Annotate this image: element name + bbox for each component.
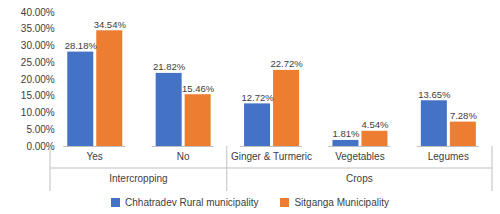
svg-text:28.18%: 28.18% xyxy=(65,40,98,51)
svg-text:13.65%: 13.65% xyxy=(418,89,451,100)
svg-text:20.00%: 20.00% xyxy=(21,74,55,85)
svg-text:4.54%: 4.54% xyxy=(361,119,388,130)
svg-text:0.00%: 0.00% xyxy=(26,141,54,152)
svg-text:40.00%: 40.00% xyxy=(21,7,55,18)
svg-text:25.00%: 25.00% xyxy=(21,57,55,68)
svg-text:Legumes: Legumes xyxy=(428,151,469,162)
svg-text:34.54%: 34.54% xyxy=(94,19,127,30)
svg-text:5.00%: 5.00% xyxy=(26,124,54,135)
svg-text:15.46%: 15.46% xyxy=(182,83,215,94)
svg-text:Crops: Crops xyxy=(346,173,373,184)
svg-text:15.00%: 15.00% xyxy=(21,90,55,101)
svg-text:10.00%: 10.00% xyxy=(21,107,55,118)
svg-text:1.81%: 1.81% xyxy=(332,128,359,139)
html-text:Chhatradev Rural municipality: Chhatradev Rural municipality xyxy=(125,196,259,208)
svg-text:12.72%: 12.72% xyxy=(241,92,274,103)
svg-text:No: No xyxy=(177,151,190,162)
svg-text:7.28%: 7.28% xyxy=(450,110,477,121)
html-text:Sitganga Municipality: Sitganga Municipality xyxy=(294,196,389,208)
svg-text:22.72%: 22.72% xyxy=(270,58,303,69)
svg-text:Vegetables: Vegetables xyxy=(335,151,385,162)
svg-text:35.00%: 35.00% xyxy=(21,23,55,34)
svg-text:21.82%: 21.82% xyxy=(153,61,186,72)
svg-text:Intercropping: Intercropping xyxy=(109,173,167,184)
svg-text:Ginger & Turmeric: Ginger & Turmeric xyxy=(231,151,312,162)
svg-text:30.00%: 30.00% xyxy=(21,40,55,51)
svg-text:Yes: Yes xyxy=(87,151,103,162)
